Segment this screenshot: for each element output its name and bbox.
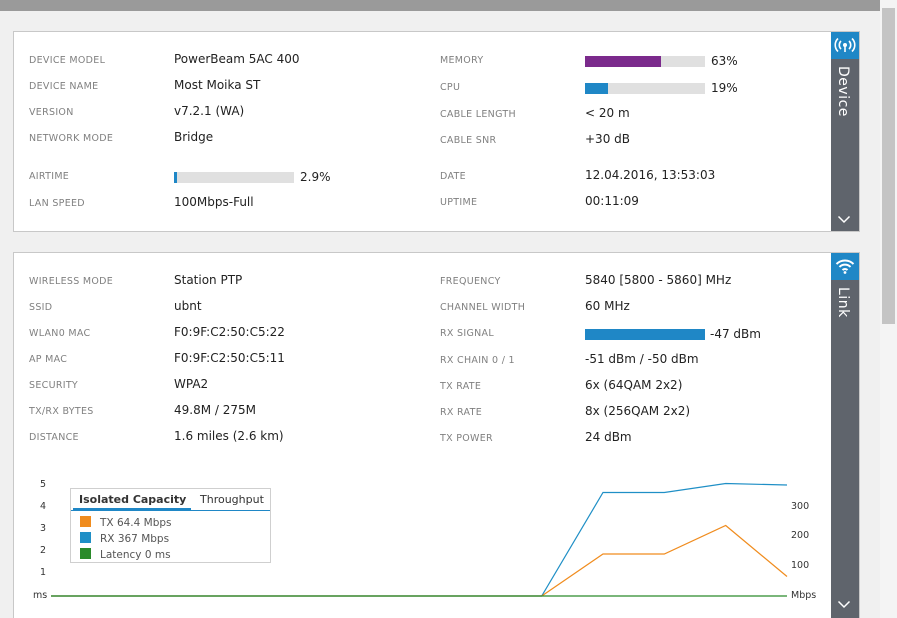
airtime-bar [174, 172, 294, 183]
left-axis-tick: 3 [40, 523, 47, 534]
uptime-label: UPTIME [440, 197, 478, 208]
device-model-value: PowerBeam 5AC 400 [174, 52, 300, 66]
device-tab-label: Device [835, 66, 851, 117]
device-panel: DEVICE MODEL PowerBeam 5AC 400 DEVICE NA… [13, 31, 860, 232]
active-tab-indicator [73, 508, 191, 511]
wlan0-mac-value: F0:9F:C2:50:C5:22 [174, 325, 285, 339]
rx-chain-value: -51 dBm / -50 dBm [585, 352, 699, 366]
tx-power-label: TX POWER [440, 433, 493, 444]
cable-length-label: CABLE LENGTH [440, 109, 516, 120]
airtime-bar-fill [174, 172, 177, 183]
distance-value: 1.6 miles (2.6 km) [174, 429, 284, 443]
rx-rate-label: RX RATE [440, 407, 483, 418]
cable-snr-value: +30 dB [585, 132, 630, 146]
cable-snr-label: CABLE SNR [440, 135, 497, 146]
scrollbar-thumb[interactable] [882, 8, 895, 324]
device-side-tab[interactable]: Device [831, 32, 859, 231]
ssid-value: ubnt [174, 299, 202, 313]
tx-power-value: 24 dBm [585, 430, 632, 444]
rx-rate-value: 8x (256QAM 2x2) [585, 404, 691, 418]
date-label: DATE [440, 171, 466, 182]
wireless-mode-value: Station PTP [174, 273, 243, 287]
ssid-label: SSID [29, 302, 53, 313]
right-axis-tick: 100 [791, 560, 810, 571]
ap-mac-label: AP MAC [29, 354, 68, 365]
top-bar [0, 0, 880, 11]
left-axis-unit: ms [33, 590, 48, 601]
version-value: v7.2.1 (WA) [174, 104, 245, 118]
memory-bar-fill [585, 56, 661, 67]
lan-speed-label: LAN SPEED [29, 198, 85, 209]
rx-signal-label: RX SIGNAL [440, 328, 494, 339]
legend-entry-latency: Latency 0 ms [80, 548, 171, 561]
device-name-label: DEVICE NAME [29, 81, 99, 92]
device-model-label: DEVICE MODEL [29, 55, 106, 66]
tx-rate-label: TX RATE [440, 381, 482, 392]
airtime-value: 2.9% [300, 170, 331, 184]
legend-text-latency: Latency 0 ms [100, 549, 171, 561]
device-chevron-down-icon[interactable] [837, 215, 851, 224]
left-axis-tick: 2 [40, 545, 47, 556]
frequency-label: FREQUENCY [440, 276, 501, 287]
channel-width-label: CHANNEL WIDTH [440, 302, 526, 313]
lan-speed-value: 100Mbps-Full [174, 195, 254, 209]
link-chevron-down-icon[interactable] [837, 600, 851, 609]
network-mode-label: NETWORK MODE [29, 133, 114, 144]
tx-rx-bytes-value: 49.8M / 275M [174, 403, 257, 417]
security-label: SECURITY [29, 380, 79, 391]
tab-isolated-capacity[interactable]: Isolated Capacity [79, 493, 187, 506]
left-axis-tick: 4 [40, 501, 47, 512]
frequency-value: 5840 [5800 - 5860] MHz [585, 273, 732, 287]
cpu-value: 19% [711, 81, 738, 95]
device-antenna-icon [831, 32, 859, 59]
legend-tabs: Isolated Capacity Throughput [71, 489, 270, 511]
cpu-bar [585, 83, 705, 94]
tab-throughput[interactable]: Throughput [200, 493, 264, 506]
wifi-icon [831, 253, 859, 280]
tx-rate-value: 6x (64QAM 2x2) [585, 378, 683, 392]
device-name-value: Most Moika ST [174, 78, 261, 92]
wlan0-mac-label: WLAN0 MAC [29, 328, 91, 339]
security-value: WPA2 [174, 377, 209, 391]
rx-chain-label: RX CHAIN 0 / 1 [440, 355, 515, 366]
link-panel: WIRELESS MODE Station PTP SSID ubnt WLAN… [13, 252, 860, 618]
cpu-label: CPU [440, 82, 461, 93]
legend-text-rx: RX 367 Mbps [100, 533, 170, 545]
left-axis-tick: 1 [40, 567, 47, 578]
legend-entry-tx: TX 64.4 Mbps [80, 516, 172, 529]
wireless-mode-label: WIRELESS MODE [29, 276, 114, 287]
legend-swatch-rx [80, 532, 91, 543]
right-axis-unit: Mbps [791, 590, 817, 601]
rx-signal-bar [585, 329, 705, 340]
network-mode-value: Bridge [174, 130, 214, 144]
rx-signal-bar-fill [585, 329, 705, 340]
ap-mac-value: F0:9F:C2:50:C5:11 [174, 351, 285, 365]
link-side-tab[interactable]: Link [831, 253, 859, 618]
capacity-chart [51, 482, 788, 597]
cpu-bar-fill [585, 83, 608, 94]
legend-entry-rx: RX 367 Mbps [80, 532, 169, 545]
tx-rx-bytes-label: TX/RX BYTES [29, 406, 94, 417]
legend-swatch-tx [80, 516, 91, 527]
legend-swatch-latency [80, 548, 91, 559]
airtime-label: AIRTIME [29, 171, 70, 182]
link-tab-label: Link [835, 287, 851, 318]
distance-label: DISTANCE [29, 432, 79, 443]
date-value: 12.04.2016, 13:53:03 [585, 168, 716, 182]
version-label: VERSION [29, 107, 74, 118]
rx-signal-value: -47 dBm [710, 327, 761, 341]
cable-length-value: < 20 m [585, 106, 630, 120]
memory-label: MEMORY [440, 55, 484, 66]
right-axis-tick: 300 [791, 501, 810, 512]
legend-text-tx: TX 64.4 Mbps [100, 517, 172, 529]
uptime-value: 00:11:09 [585, 194, 639, 208]
chart-legend: Isolated Capacity Throughput TX 64.4 Mbp… [70, 488, 271, 563]
channel-width-value: 60 MHz [585, 299, 630, 313]
right-axis-tick: 200 [791, 530, 810, 541]
memory-value: 63% [711, 54, 738, 68]
left-axis-tick: 5 [40, 479, 47, 490]
memory-bar [585, 56, 705, 67]
